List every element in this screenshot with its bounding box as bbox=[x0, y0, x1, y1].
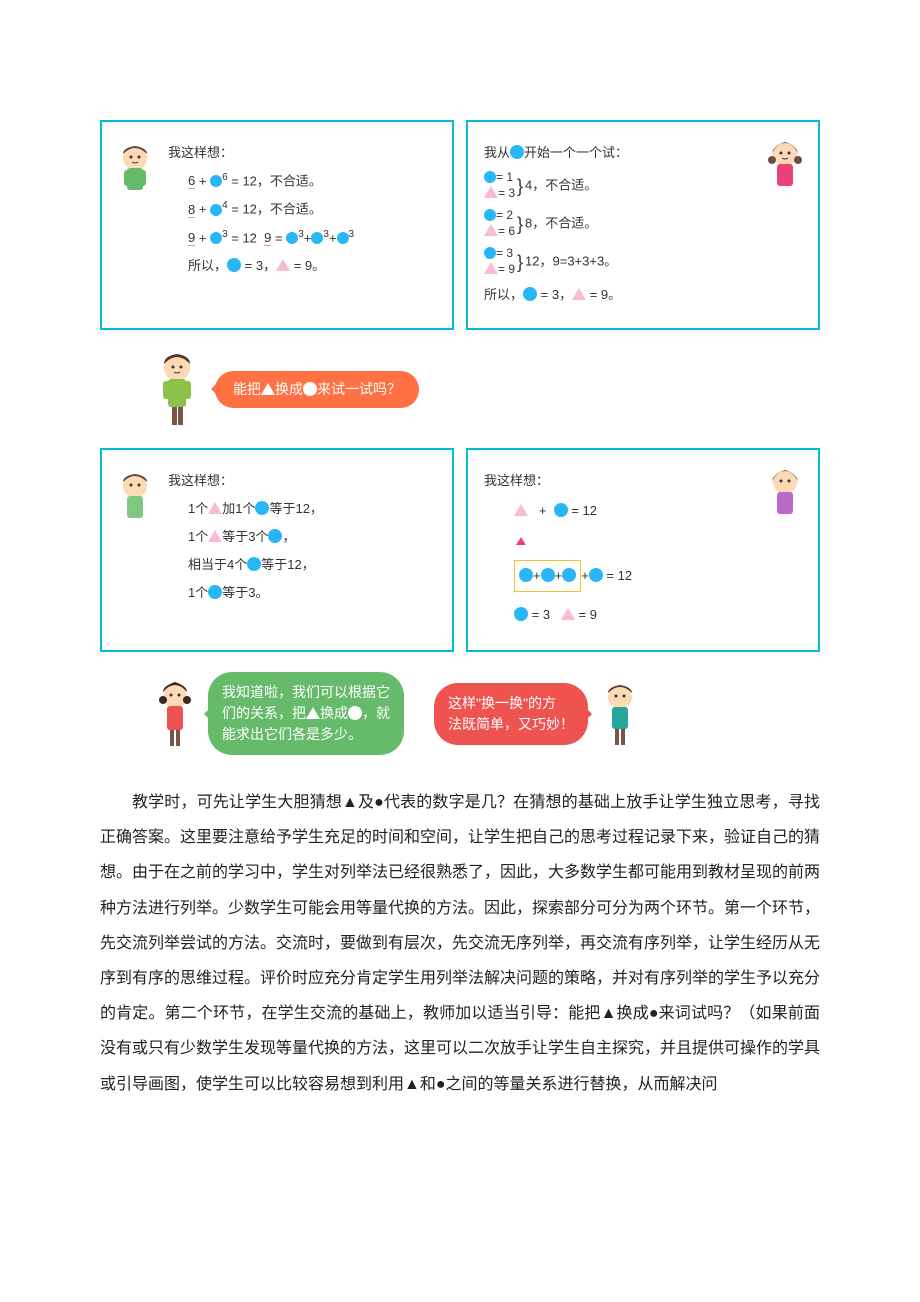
panel-1-left: 我这样想： 6 + 6 = 12，不合适。 8 + 4 = 12，不合适。 9 … bbox=[100, 120, 454, 330]
panel-row-1: 我这样想： 6 + 6 = 12，不合适。 8 + 4 = 12，不合适。 9 … bbox=[100, 120, 820, 330]
result-line: = 3 = 9 bbox=[514, 602, 747, 628]
circle-icon bbox=[255, 501, 269, 515]
panel-row-2: 我这样想： 1个加1个等于12， 1个等于3个， 相当于4个等于12， 1个等于… bbox=[100, 448, 820, 652]
panel-2-left-content: 我这样想： 1个加1个等于12， 1个等于3个， 相当于4个等于12， 1个等于… bbox=[160, 468, 436, 632]
text-line: 1个等于3个， bbox=[188, 524, 436, 550]
panel-1-left-content: 我这样想： 6 + 6 = 12，不合适。 8 + 4 = 12，不合适。 9 … bbox=[160, 140, 436, 310]
child-boy-avatar bbox=[110, 140, 160, 210]
equation-line: 9 + 3 = 12 9 = 3+3+3 bbox=[188, 225, 436, 251]
circle-icon bbox=[210, 232, 222, 244]
speech-group-right: 这样"换一换"的方 法既简单，又巧妙！ bbox=[434, 672, 644, 755]
panel-title: 我这样想： bbox=[168, 140, 436, 166]
panel-title: 我从开始一个一个试： bbox=[484, 140, 747, 166]
arrow-indicator bbox=[514, 528, 747, 554]
circle-icon bbox=[227, 258, 241, 272]
eq-line-2: +++ = 12 bbox=[514, 558, 747, 594]
teaching-paragraph: 教学时，可先让学生大胆猜想▲及●代表的数字是几？在猜想的基础上放手让学生独立思考… bbox=[100, 785, 820, 1102]
triangle-icon bbox=[306, 707, 320, 719]
circle-icon bbox=[286, 232, 298, 244]
circle-icon bbox=[311, 232, 323, 244]
triangle-icon bbox=[514, 504, 528, 516]
try-pair: = 2= 6}8，不合适。 bbox=[484, 206, 747, 242]
circle-icon bbox=[589, 568, 603, 582]
circle-icon bbox=[484, 171, 496, 183]
panel-title: 我这样想： bbox=[484, 468, 747, 494]
triangle-icon bbox=[276, 259, 290, 271]
conclusion-line: 所以， = 3， = 9。 bbox=[188, 253, 436, 279]
triangle-icon bbox=[208, 502, 222, 514]
panel-2-right-content: 我这样想： + = 12 +++ = 12 = 3 = 9 bbox=[476, 468, 802, 632]
teacher-avatar bbox=[150, 350, 205, 428]
text-line: 1个等于3。 bbox=[188, 580, 436, 606]
child-girl-avatar bbox=[150, 678, 200, 750]
triangle-icon bbox=[261, 383, 275, 395]
panel-title: 我这样想： bbox=[168, 468, 436, 494]
circle-icon bbox=[514, 607, 528, 621]
circle-icon bbox=[210, 204, 222, 216]
student-bubble-left: 我知道啦，我们可以根据它 们的关系，把换成，就 能求出它们各是多少。 bbox=[208, 672, 404, 755]
teacher-bubble: 能把换成来试一试吗？ bbox=[215, 371, 419, 408]
text-line: 1个加1个等于12， bbox=[188, 496, 436, 522]
equation-line: 6 + 6 = 12，不合适。 bbox=[188, 168, 436, 194]
student-speech-row: 我知道啦，我们可以根据它 们的关系，把换成，就 能求出它们各是多少。 这样"换一… bbox=[100, 672, 820, 755]
circle-icon bbox=[484, 247, 496, 259]
teacher-speech-1: 能把换成来试一试吗？ bbox=[100, 350, 820, 428]
substitution-box: ++ bbox=[514, 560, 581, 592]
circle-icon bbox=[562, 568, 576, 582]
panel-1-right: 我从开始一个一个试： = 1= 3}4，不合适。 = 2= 6}8，不合适。 =… bbox=[466, 120, 820, 330]
child-girl-avatar bbox=[760, 464, 810, 534]
circle-icon bbox=[348, 706, 362, 720]
child-boy-avatar bbox=[596, 679, 644, 749]
triangle-icon bbox=[561, 608, 575, 620]
triangle-icon bbox=[572, 288, 586, 300]
speech-group-left: 我知道啦，我们可以根据它 们的关系，把换成，就 能求出它们各是多少。 bbox=[150, 672, 404, 755]
panel-2-right: 我这样想： + = 12 +++ = 12 = 3 = 9 bbox=[466, 448, 820, 652]
triangle-icon bbox=[484, 262, 498, 274]
panel-2-left: 我这样想： 1个加1个等于12， 1个等于3个， 相当于4个等于12， 1个等于… bbox=[100, 448, 454, 652]
eq-line-1: + = 12 bbox=[514, 498, 747, 524]
circle-icon bbox=[210, 175, 222, 187]
circle-icon bbox=[484, 209, 496, 221]
circle-icon bbox=[510, 145, 524, 159]
circle-icon bbox=[303, 382, 317, 396]
bubble-line: 们的关系，把换成，就 bbox=[222, 703, 390, 724]
triangle-icon bbox=[484, 224, 498, 236]
child-boy-avatar bbox=[110, 468, 160, 538]
student-bubble-right: 这样"换一换"的方 法既简单，又巧妙！ bbox=[434, 683, 588, 745]
child-girl-avatar bbox=[760, 136, 810, 206]
circle-icon bbox=[247, 557, 261, 571]
text-line: 相当于4个等于12， bbox=[188, 552, 436, 578]
equation-line: 8 + 4 = 12，不合适。 bbox=[188, 196, 436, 222]
triangle-icon bbox=[484, 186, 498, 198]
circle-icon bbox=[523, 287, 537, 301]
panel-1-right-content: 我从开始一个一个试： = 1= 3}4，不合适。 = 2= 6}8，不合适。 =… bbox=[476, 140, 802, 310]
try-pair: = 1= 3}4，不合适。 bbox=[484, 168, 747, 204]
circle-icon bbox=[268, 529, 282, 543]
circle-icon bbox=[337, 232, 349, 244]
circle-icon bbox=[519, 568, 533, 582]
arrow-up-icon bbox=[516, 537, 526, 545]
circle-icon bbox=[541, 568, 555, 582]
circle-icon bbox=[554, 503, 568, 517]
triangle-icon bbox=[208, 530, 222, 542]
substitution-diagram: + = 12 +++ = 12 = 3 = 9 bbox=[484, 498, 747, 628]
conclusion-line: 所以， = 3， = 9。 bbox=[484, 282, 747, 308]
try-pair: = 3= 9}12，9=3+3+3。 bbox=[484, 244, 747, 280]
circle-icon bbox=[208, 585, 222, 599]
